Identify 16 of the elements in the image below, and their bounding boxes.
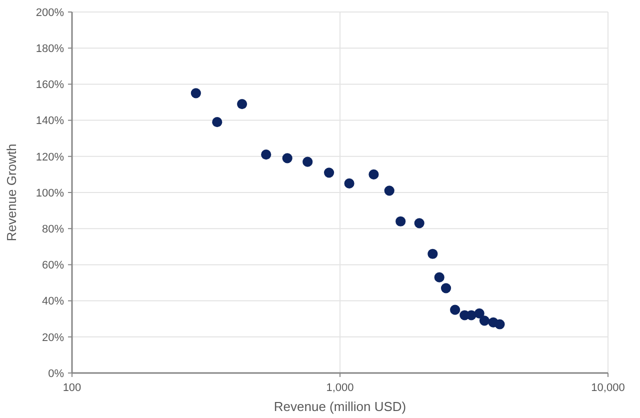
y-tick-label: 0% — [48, 368, 64, 380]
x-tick-label: 100 — [62, 382, 82, 394]
x-axis-title: Revenue (million USD) — [274, 399, 406, 414]
y-tick-label: 120% — [36, 151, 64, 164]
y-tick-label: 180% — [36, 42, 64, 55]
y-tick-label: 60% — [42, 260, 64, 272]
y-tick-label: 20% — [42, 332, 64, 344]
y-tick-label: 140% — [36, 115, 64, 128]
y-tick-label: 160% — [36, 79, 64, 92]
y-tick-label: 200% — [36, 6, 64, 19]
y-axis-title: Revenue Growth — [4, 144, 19, 242]
y-tick-label: 100% — [36, 187, 64, 200]
y-tick-label: 80% — [42, 223, 64, 236]
y-tick-label: 40% — [42, 296, 64, 308]
x-tick-label: 1,000 — [326, 382, 354, 394]
x-tick-label: 10,000 — [591, 382, 625, 394]
